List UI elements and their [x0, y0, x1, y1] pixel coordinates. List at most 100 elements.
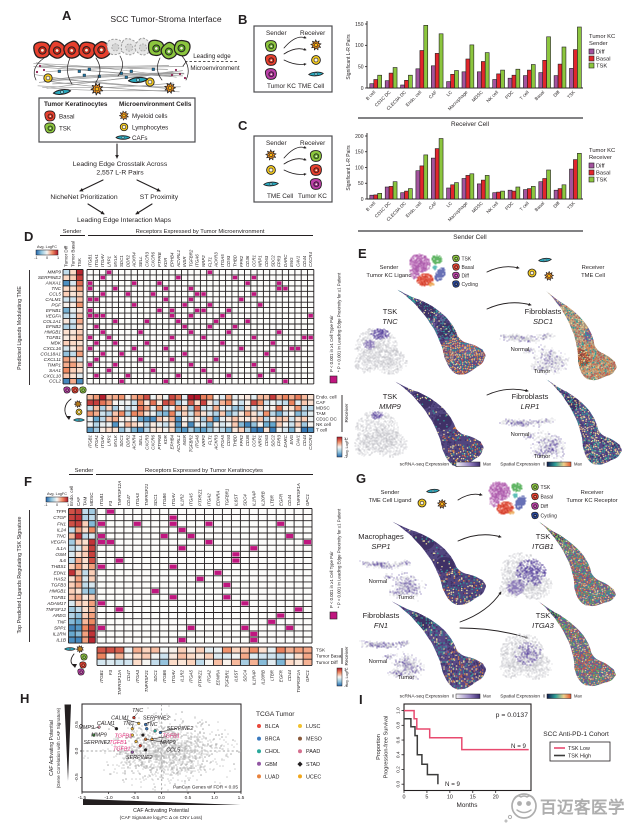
- svg-text:IL6ST: IL6ST: [233, 494, 238, 506]
- svg-text:BRCA: BRCA: [265, 737, 280, 743]
- svg-text:0.5: 0.5: [74, 721, 80, 728]
- svg-text:D: D: [24, 229, 33, 244]
- svg-text:TSK: TSK: [59, 126, 72, 133]
- svg-text:Sender: Sender: [380, 265, 399, 271]
- svg-text:DDR2: DDR2: [125, 434, 130, 447]
- svg-text:NRP1: NRP1: [258, 255, 263, 267]
- svg-text:Sender: Sender: [381, 490, 400, 496]
- svg-text:0: 0: [452, 694, 455, 699]
- svg-text:TSK: TSK: [462, 257, 472, 263]
- svg-text:CD93: CD93: [226, 434, 231, 446]
- svg-text:Endo. cell: Endo. cell: [405, 201, 423, 219]
- svg-text:ITGA5: ITGA5: [189, 669, 194, 682]
- svg-text:Normal: Normal: [369, 659, 388, 665]
- svg-text:NRP1: NRP1: [258, 434, 263, 446]
- svg-text:TGFB1: TGFB1: [46, 335, 61, 340]
- svg-text:COL1A1: COL1A1: [43, 319, 61, 324]
- svg-text:DARC: DARC: [283, 434, 288, 447]
- svg-text:15: 15: [470, 795, 476, 801]
- svg-text:Avg. LogFC: Avg. LogFC: [345, 667, 349, 686]
- svg-text:SELL: SELL: [138, 434, 143, 445]
- svg-text:FLT1: FLT1: [207, 257, 212, 267]
- svg-text:C: C: [238, 118, 248, 133]
- svg-text:100: 100: [355, 43, 364, 49]
- svg-text:CAF Activating Potential: CAF Activating Potential: [49, 720, 55, 776]
- svg-text:CHOL: CHOL: [265, 749, 280, 755]
- svg-text:Leading Edge Crosstalk Across: Leading Edge Crosstalk Across: [73, 161, 168, 168]
- svg-text:F3: F3: [108, 669, 113, 675]
- svg-text:CALM1: CALM1: [45, 297, 61, 302]
- svg-text:TGFB1: TGFB1: [51, 595, 66, 600]
- svg-text:CD36: CD36: [245, 434, 250, 446]
- svg-text:LTBR: LTBR: [269, 669, 274, 681]
- svg-text:MDSC: MDSC: [471, 200, 485, 214]
- svg-text:0: 0: [543, 462, 546, 467]
- svg-text:THBD: THBD: [232, 434, 237, 447]
- svg-text:PGF: PGF: [51, 302, 62, 307]
- svg-text:CXCL11: CXCL11: [44, 357, 62, 362]
- svg-text:THBS1: THBS1: [51, 564, 67, 569]
- svg-text:1: 1: [344, 668, 346, 672]
- svg-text:PAAD: PAAD: [306, 749, 320, 755]
- svg-text:-1: -1: [44, 503, 47, 507]
- svg-text:SERPINE2: SERPINE2: [167, 726, 194, 732]
- svg-text:A: A: [62, 8, 72, 23]
- svg-text:B cell: B cell: [365, 90, 376, 101]
- svg-text:GPC1: GPC1: [305, 669, 310, 682]
- svg-text:FPR3: FPR3: [277, 255, 282, 267]
- svg-text:CAF: CAF: [428, 90, 438, 100]
- svg-text:200: 200: [355, 134, 364, 140]
- svg-text:Endo. cell: Endo. cell: [316, 395, 337, 400]
- svg-text:ADAM17: ADAM17: [46, 601, 66, 606]
- svg-text:CAV1: CAV1: [295, 434, 300, 446]
- svg-text:0.6: 0.6: [396, 736, 402, 743]
- svg-text:CD1C DC: CD1C DC: [316, 417, 337, 422]
- svg-text:TGFBR2: TGFBR2: [188, 249, 193, 267]
- svg-text:(CAF Signature log2FC Δ on CNV: (CAF Signature log2FC Δ on CNV Loss): [120, 815, 203, 821]
- svg-text:10: 10: [447, 795, 453, 801]
- svg-text:150: 150: [355, 22, 364, 28]
- svg-text:CAF Activating Potential: CAF Activating Potential: [133, 808, 189, 814]
- svg-text:1: 1: [344, 437, 346, 441]
- svg-text:CD63: CD63: [264, 434, 269, 446]
- svg-text:SELL: SELL: [138, 256, 143, 267]
- svg-text:Tumor KC: Tumor KC: [267, 83, 296, 90]
- svg-text:CAV1: CAV1: [295, 255, 300, 267]
- svg-text:TNC: TNC: [382, 317, 398, 326]
- svg-text:SDC4: SDC4: [242, 494, 247, 506]
- svg-text:TSK: TSK: [536, 532, 551, 541]
- svg-text:P < 0.001 in ≥1 Cell Type Pair: P < 0.001 in ≥1 Cell Type Pair: [329, 551, 334, 608]
- svg-text:PDC: PDC: [504, 89, 515, 100]
- svg-text:150: 150: [355, 150, 364, 156]
- svg-text:IL6ST: IL6ST: [233, 670, 238, 682]
- svg-text:ENG: ENG: [289, 434, 294, 444]
- svg-text:Tumor KC: Tumor KC: [589, 34, 615, 40]
- svg-text:Diff: Diff: [552, 89, 561, 98]
- svg-text:Receptors Expressed by Tumor K: Receptors Expressed by Tumor Keratinocyt…: [145, 468, 263, 474]
- svg-text:CXCL16: CXCL16: [43, 346, 61, 351]
- svg-text:TSK: TSK: [596, 64, 607, 70]
- svg-text:Basal: Basal: [462, 265, 475, 271]
- svg-text:0.8: 0.8: [396, 722, 402, 729]
- svg-text:OSM: OSM: [55, 552, 66, 557]
- svg-text:1.0: 1.0: [396, 707, 402, 714]
- svg-text:TNC: TNC: [132, 708, 143, 714]
- svg-text:SERPINE2: SERPINE2: [38, 275, 62, 280]
- svg-text:Receptors Expressed by Tumor M: Receptors Expressed by Tumor Microenviro…: [136, 229, 265, 235]
- svg-text:ITGB6: ITGB6: [162, 669, 167, 682]
- svg-text:CCR1: CCR1: [251, 434, 256, 447]
- svg-text:PanCan Genes w/ FDR < 0.05: PanCan Genes w/ FDR < 0.05: [173, 785, 238, 791]
- svg-text:ACVRL1: ACVRL1: [176, 249, 181, 268]
- svg-text:LUAD: LUAD: [265, 774, 279, 780]
- svg-text:AREG: AREG: [52, 613, 67, 618]
- svg-text:CALM1: CALM1: [97, 721, 115, 727]
- svg-text:CCL2: CCL2: [49, 379, 61, 384]
- svg-text:PTPRZ1: PTPRZ1: [198, 489, 203, 506]
- svg-text:SDC1: SDC1: [153, 669, 158, 681]
- svg-text:TNFRSF1A: TNFRSF1A: [296, 483, 301, 506]
- svg-text:TNFRSF1A: TNFRSF1A: [296, 670, 301, 693]
- svg-text:Lymphocytes: Lymphocytes: [132, 125, 168, 132]
- svg-text:-0.5: -0.5: [131, 795, 140, 801]
- svg-text:Diff: Diff: [596, 50, 605, 56]
- svg-text:FPR3: FPR3: [277, 434, 282, 446]
